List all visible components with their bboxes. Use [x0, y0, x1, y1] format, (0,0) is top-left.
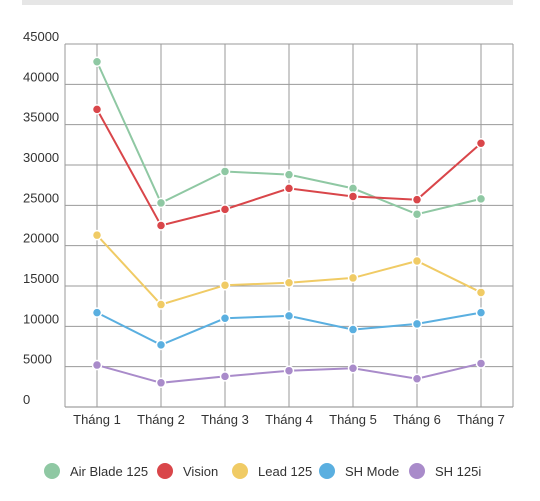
x-tick-label: Tháng 6: [393, 412, 441, 427]
legend-label: Lead 125: [258, 463, 313, 479]
legend-item[interactable]: Lead 125: [232, 460, 312, 482]
y-tick-label: 10000: [23, 311, 59, 326]
data-point: [475, 137, 487, 149]
data-point: [347, 324, 359, 335]
legend-swatch: [44, 463, 60, 479]
data-point: [283, 183, 295, 194]
legend-label: SH 125i: [435, 463, 482, 479]
data-point: [475, 358, 487, 369]
data-point: [155, 299, 167, 310]
y-tick-label: 5000: [23, 352, 52, 367]
series-points: [91, 56, 487, 389]
data-point: [411, 255, 423, 267]
data-point: [283, 310, 295, 322]
y-tick-label: 40000: [23, 69, 59, 84]
legend-swatch: [319, 463, 335, 479]
line-chart: 0 5000 10000 15000 20000 25000 30000 35000 40000…: [23, 29, 514, 427]
x-axis-tick-labels: Tháng 1 Tháng 2 Tháng 3 Tháng 4 Tháng 5 Tháng…: [73, 412, 505, 427]
data-point: [283, 277, 295, 289]
data-point: [283, 365, 295, 376]
data-point: [91, 307, 103, 318]
x-tick-label: Tháng 1: [73, 412, 121, 427]
data-point: [283, 169, 295, 180]
y-tick-label: 45000: [23, 29, 59, 44]
data-point: [219, 166, 231, 177]
x-tick-label: Tháng 3: [201, 412, 249, 427]
y-tick-label: 20000: [23, 231, 59, 246]
legend-swatch: [232, 463, 248, 479]
x-tick-label: Tháng 2: [137, 412, 185, 427]
legend-label: Vision: [183, 463, 219, 479]
data-point: [155, 339, 167, 351]
data-point: [155, 377, 167, 389]
data-point: [219, 204, 231, 215]
chart-legend: Air Blade 125 Vision Lead 125 SH Mode SH 125…: [0, 460, 540, 482]
legend-item[interactable]: Vision: [157, 460, 218, 482]
y-tick-label: 15000: [23, 271, 59, 286]
data-point: [219, 313, 231, 324]
legend-swatch: [157, 463, 173, 479]
data-point: [91, 56, 103, 67]
data-point: [411, 208, 423, 220]
data-point: [411, 318, 423, 330]
legend-item[interactable]: Air Blade 125: [44, 460, 148, 482]
legend-label: SH Mode: [345, 463, 400, 479]
x-tick-label: Tháng 5: [329, 412, 377, 427]
top-divider: [22, 0, 513, 5]
legend-swatch: [409, 463, 425, 479]
data-point: [347, 191, 359, 202]
data-point: [91, 104, 103, 115]
y-axis-tick-labels: 0 5000 10000 15000 20000 25000 30000 35000 40000…: [23, 29, 59, 407]
x-tick-label: Tháng 7: [457, 412, 505, 427]
y-tick-label: 0: [23, 392, 30, 407]
data-point: [475, 193, 487, 205]
data-point: [91, 359, 103, 371]
grid-lines: [64, 43, 514, 408]
legend-item[interactable]: SH 125i: [409, 460, 481, 482]
y-tick-label: 25000: [23, 190, 59, 205]
data-point: [219, 279, 231, 291]
data-point: [155, 197, 167, 209]
data-point: [155, 220, 167, 231]
x-tick-label: Tháng 4: [265, 412, 313, 427]
data-point: [475, 287, 487, 298]
y-tick-label: 35000: [23, 110, 59, 125]
legend-item[interactable]: SH Mode: [319, 460, 399, 482]
data-point: [411, 373, 423, 385]
data-point: [411, 194, 423, 205]
legend-label: Air Blade 125: [70, 463, 149, 479]
data-point: [219, 371, 231, 382]
data-point: [347, 363, 359, 374]
y-tick-label: 30000: [23, 150, 59, 165]
data-point: [91, 229, 103, 241]
data-point: [475, 307, 487, 318]
data-point: [347, 272, 359, 284]
